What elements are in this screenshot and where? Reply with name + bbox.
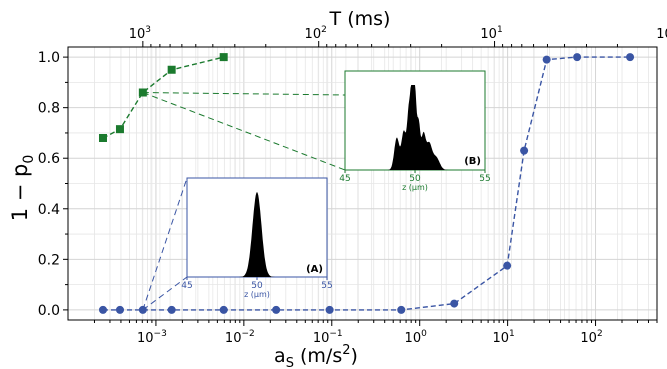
y-axis-label-sub: 0 (21, 155, 37, 164)
data-point (167, 65, 176, 74)
inset-a-tick-label: 50 (251, 281, 263, 291)
y-axis: 0.0 0.2 0.4 0.6 0.8 1.0 (38, 50, 68, 319)
top-x-axis: 103 102 101 100 (129, 25, 667, 47)
data-point (98, 134, 107, 142)
zoom-line (142, 92, 346, 96)
data-point (219, 305, 228, 314)
x-axis-label-unit: (m/s (294, 345, 342, 367)
x-tick-label: 101 (492, 329, 514, 346)
data-point (115, 125, 124, 134)
data-point (542, 55, 551, 64)
data-point (138, 305, 147, 314)
inset-b-tick-label: 45 (339, 174, 350, 184)
x-tick-label: 10−2 (225, 329, 255, 346)
data-point (573, 53, 582, 62)
data-point (98, 305, 107, 314)
data-point (520, 146, 529, 155)
y-axis-label: 1 − p0 (8, 155, 37, 222)
data-point (626, 53, 635, 62)
zoom-line (142, 177, 188, 311)
data-point (450, 299, 459, 308)
inset-a-x-label: z (μm) (244, 290, 270, 299)
x-tick-label: 10−3 (137, 329, 167, 346)
inset-b: (B) 45 50 55 z (μm) (339, 70, 491, 192)
inset-a-tick-label: 45 (181, 281, 192, 291)
top-x-tick-label: 103 (129, 25, 151, 42)
inset-a-distribution (187, 192, 327, 277)
data-point (397, 305, 406, 314)
y-tick-label: 0.8 (38, 101, 60, 117)
inset-b-tick-label: 50 (409, 174, 421, 184)
y-tick-label: 0.4 (38, 202, 60, 218)
inset-b-distribution (345, 85, 485, 170)
y-tick-label: 0.0 (38, 303, 60, 319)
data-point (325, 305, 334, 314)
zoom-line (142, 276, 188, 311)
top-x-tick-label: 100 (656, 25, 667, 42)
zoom-line (142, 92, 346, 171)
y-axis-label-main: 1 − p (8, 164, 32, 222)
inset-b-x-axis: 45 50 55 z (μm) (339, 170, 491, 192)
y-tick-label: 0.6 (38, 151, 60, 167)
x-axis: 10−3 10−2 10−1 100 101 102 (93, 320, 658, 346)
inset-a-label: (A) (306, 264, 323, 275)
x-axis-label: aS (m/s2) (274, 343, 358, 369)
top-x-tick-label: 101 (480, 25, 502, 42)
data-point (272, 305, 281, 314)
y-tick-label: 0.2 (38, 252, 60, 268)
series-layer (98, 53, 635, 314)
inset-b-label: (B) (464, 156, 481, 167)
inset-a-x-axis: 45 50 55 z (μm) (181, 277, 333, 299)
x-tick-label: 10−1 (313, 329, 343, 346)
data-point (115, 305, 124, 314)
top-x-axis-label: T (ms) (329, 8, 391, 30)
x-tick-label: 100 (405, 329, 428, 346)
inset-a-tick-label: 55 (321, 281, 332, 291)
y-tick-label: 1.0 (38, 50, 60, 66)
series-line (103, 56, 631, 311)
x-axis-label-main: a (274, 345, 286, 367)
inset-b-x-label: z (μm) (402, 183, 428, 192)
series-line (102, 56, 224, 139)
inset-a: (A) 45 50 55 z (μm) (181, 177, 333, 299)
x-axis-label-sup: 2 (342, 343, 350, 358)
x-axis-label-close: ) (351, 345, 358, 367)
data-point (503, 261, 512, 270)
x-axis-label-sub: S (286, 356, 294, 369)
x-tick-label: 102 (580, 329, 602, 346)
top-x-tick-label: 102 (305, 25, 327, 42)
inset-zoom-lines (142, 92, 346, 311)
data-point (219, 53, 228, 62)
data-point (138, 88, 147, 97)
inset-b-tick-label: 55 (479, 174, 490, 184)
data-point (167, 305, 176, 314)
